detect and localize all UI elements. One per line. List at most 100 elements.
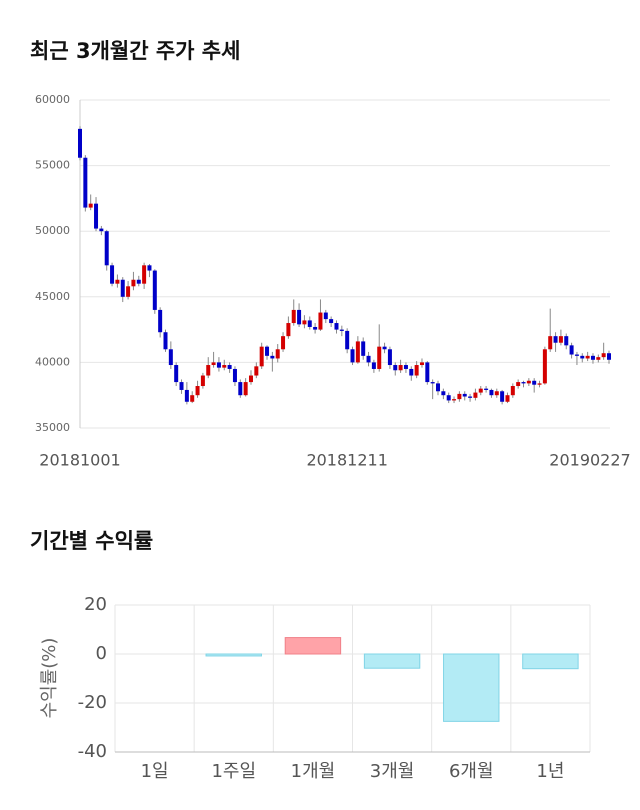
candle-body (521, 382, 526, 384)
candle-body (291, 309, 296, 324)
candle-body (414, 365, 419, 376)
y-tick-label: 0 (96, 643, 107, 664)
candle-body (126, 286, 131, 297)
candle-body (313, 326, 318, 330)
candle-body (537, 383, 542, 385)
candle-body (430, 382, 435, 384)
candle-body (110, 265, 115, 284)
candle-body (478, 388, 483, 393)
candle-body (200, 375, 205, 387)
x-tick-label: 1개월 (291, 761, 336, 782)
candle-body (259, 346, 264, 367)
candle-body (580, 355, 585, 359)
candle-body (190, 395, 195, 402)
candle-body (275, 349, 280, 359)
y-tick-label: 45000 (35, 290, 70, 303)
candle-body (409, 368, 414, 376)
candle-body (142, 265, 147, 284)
candle-body (184, 389, 189, 402)
y-tick-label: 55000 (35, 159, 70, 172)
candle-body (607, 353, 611, 360)
candle-body (558, 336, 563, 343)
candle-body (94, 203, 99, 229)
bar (363, 653, 421, 669)
candle-body (564, 336, 569, 346)
y-tick-label: 20 (84, 594, 107, 615)
candle-body (500, 391, 505, 402)
x-tick-label: 20190227 (549, 451, 630, 470)
candle-body (393, 365, 398, 371)
candle-body (601, 353, 606, 358)
candle-body (494, 391, 499, 396)
candle-body (286, 323, 291, 337)
candle-body (596, 357, 601, 360)
candle-body (216, 362, 221, 368)
candle-body (452, 399, 457, 401)
x-tick-label: 3개월 (370, 761, 415, 782)
candle-body (473, 392, 478, 398)
candle-body (281, 336, 286, 350)
candle-body (243, 382, 248, 396)
chart-title: 최근 3개월간 주가 추세 (30, 39, 240, 63)
candle-body (238, 382, 243, 396)
bar (205, 653, 262, 657)
candle-body (484, 388, 489, 390)
candle-body (206, 365, 211, 376)
candle-body (179, 382, 184, 390)
candle-body (254, 366, 259, 376)
candle-body (104, 231, 109, 266)
candle-body (462, 393, 467, 397)
candle-body (441, 391, 446, 396)
candle-body (302, 320, 307, 325)
x-tick-label: 20181211 (306, 451, 387, 470)
y-tick-label: 60000 (35, 93, 70, 106)
candle-body (115, 279, 120, 284)
candle-body (382, 346, 387, 350)
candle-body (361, 341, 366, 356)
candle-body (574, 354, 579, 356)
candle-body (355, 341, 360, 363)
candle-body (323, 312, 328, 320)
candle-body (339, 329, 344, 331)
x-tick-label: 1년 (536, 761, 564, 782)
x-tick-label: 1일 (141, 761, 169, 782)
candle-body (585, 355, 590, 359)
y-tick-label: 40000 (35, 355, 70, 368)
candle-body (366, 355, 371, 363)
candle-body (510, 386, 515, 396)
candle-body (505, 395, 510, 402)
candle-body (489, 389, 494, 396)
candle-body (168, 349, 173, 366)
y-tick-label: -40 (78, 741, 107, 762)
candle-body (425, 362, 430, 383)
candle-body (516, 382, 521, 387)
candle-body (398, 365, 403, 371)
candle-body (307, 320, 312, 327)
candle-body (532, 380, 537, 385)
bar (522, 653, 579, 670)
candle-body (99, 228, 104, 232)
candle-body (329, 319, 334, 324)
y-tick-label: 35000 (35, 421, 70, 434)
y-axis-label: 수익률(%) (39, 638, 60, 719)
candle-body (158, 309, 163, 333)
candle-body (152, 270, 157, 310)
candle-body (248, 375, 253, 383)
candle-body (457, 393, 462, 400)
candle-body (387, 349, 392, 366)
x-tick-label: 6개월 (449, 761, 494, 782)
candle-body (136, 279, 141, 284)
candle-body (553, 336, 558, 343)
candle-body (569, 345, 574, 355)
candle-body (377, 346, 382, 369)
candle-body (120, 279, 125, 297)
candle-body (222, 365, 227, 368)
candle-body (265, 346, 270, 356)
chart-title: 기간별 수익률 (30, 529, 153, 553)
candle-body (211, 362, 216, 366)
candle-body (195, 386, 200, 396)
candle-body (548, 336, 553, 350)
candle-body (446, 395, 451, 401)
candle-body (526, 380, 531, 384)
y-tick-label: 50000 (35, 224, 70, 237)
